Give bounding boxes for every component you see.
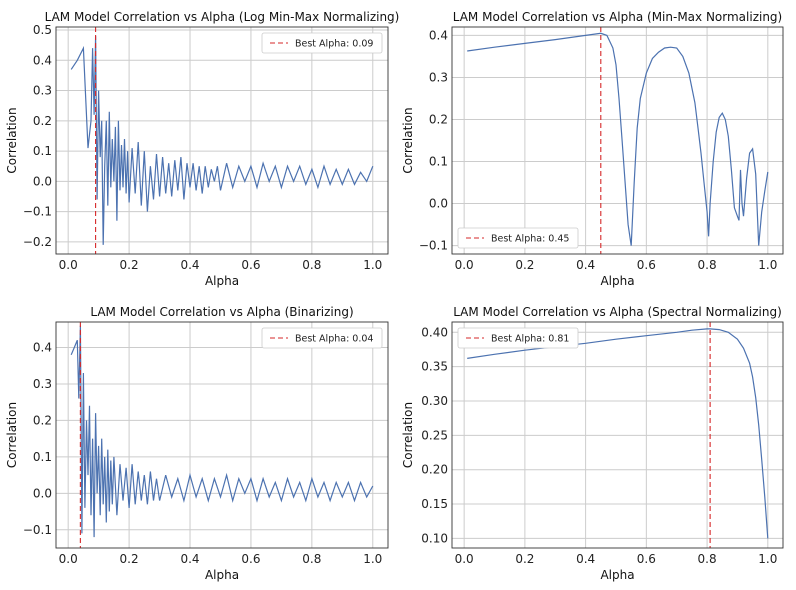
- subplot-2: 0.0 0.2 0.4 0.6 0.8 1.0 −0.1 0.0 0.1 0.2 0.3 0.4 LAM…: [401, 10, 784, 288]
- x-tick-label: 0.2: [515, 258, 534, 272]
- legend: Best Alpha: 0.45: [457, 227, 579, 249]
- y-tick-label: 0.5: [33, 23, 52, 37]
- legend-label: Best Alpha: 0.45: [491, 234, 569, 245]
- y-tick-label: 0.4: [33, 53, 52, 67]
- legend-box: [261, 327, 383, 349]
- y-tick-label: 0.0: [33, 174, 52, 188]
- series-line: [467, 328, 769, 539]
- y-tick-label: 0.15: [421, 497, 448, 511]
- series-line: [70, 36, 374, 245]
- y-tick-label: 0.4: [429, 28, 448, 42]
- x-tick-label: 0.8: [698, 552, 717, 566]
- y-tick-label: 0.35: [421, 360, 448, 374]
- y-tick-label: 0.25: [421, 428, 448, 442]
- x-tick-label: 0.4: [576, 552, 595, 566]
- y-tick-label: 0.1: [429, 155, 448, 169]
- y-tick-label: 0.30: [421, 394, 448, 408]
- chart-title: LAM Model Correlation vs Alpha (Binarizi…: [90, 305, 353, 319]
- y-tick-label: 0.3: [429, 70, 448, 84]
- plot-frame: [451, 26, 784, 255]
- y-tick-label: 0.2: [33, 413, 52, 427]
- x-axis-label: Alpha: [600, 274, 634, 288]
- legend-label: Best Alpha: 0.04: [295, 334, 373, 345]
- x-tick-label: 1.0: [363, 258, 382, 272]
- legend-label: Best Alpha: 0.09: [295, 39, 373, 50]
- y-axis-label: Correlation: [401, 402, 415, 468]
- y-tick-label: 0.4: [33, 341, 52, 355]
- y-tick-label: −0.2: [23, 235, 52, 249]
- plot-frame: [55, 26, 389, 255]
- x-tick-label: 0.2: [120, 552, 139, 566]
- x-tick-label: 1.0: [363, 552, 382, 566]
- plot-frame: [55, 321, 389, 549]
- x-axis-label: Alpha: [600, 568, 634, 582]
- legend: Best Alpha: 0.09: [261, 32, 383, 54]
- subplot-1: 0.0 0.2 0.4 0.6 0.8 1.0 −0.2 −0.1 0.0 0.1 0.2 0.3 0.…: [5, 10, 399, 288]
- x-tick-label: 0.6: [241, 552, 260, 566]
- y-tick-label: 0.40: [421, 325, 448, 339]
- y-tick-label: 0.0: [429, 197, 448, 211]
- y-tick-label: 0.3: [33, 84, 52, 98]
- x-tick-label: 0.4: [180, 552, 199, 566]
- x-tick-label: 0.0: [59, 552, 78, 566]
- y-tick-label: 0.0: [33, 486, 52, 500]
- subplot-3: 0.0 0.2 0.4 0.6 0.8 1.0 −0.1 0.0 0.1 0.2 0.3 0.4 LAM…: [5, 305, 389, 582]
- legend-box: [261, 32, 383, 54]
- y-tick-label: −0.1: [419, 239, 448, 253]
- y-axis-label: Correlation: [401, 107, 415, 173]
- y-tick-label: 0.2: [33, 114, 52, 128]
- y-axis-label: Correlation: [5, 402, 19, 468]
- x-tick-label: 1.0: [758, 258, 777, 272]
- legend-label: Best Alpha: 0.81: [491, 334, 569, 345]
- x-axis-label: Alpha: [205, 568, 239, 582]
- x-tick-label: 0.0: [455, 258, 474, 272]
- y-tick-label: 0.1: [33, 450, 52, 464]
- series-line: [70, 325, 374, 538]
- series-line: [467, 32, 769, 246]
- y-tick-label: −0.1: [23, 205, 52, 219]
- plot-frame: [451, 321, 784, 549]
- subplot-4: 0.0 0.2 0.4 0.6 0.8 1.0 0.10 0.15 0.20 0.25 0.30 0.…: [401, 305, 784, 582]
- x-tick-label: 0.8: [302, 258, 321, 272]
- legend-box: [457, 327, 579, 349]
- x-tick-label: 0.2: [515, 552, 534, 566]
- legend: Best Alpha: 0.04: [261, 327, 383, 349]
- x-tick-label: 1.0: [758, 552, 777, 566]
- x-tick-label: 0.2: [120, 258, 139, 272]
- x-axis-label: Alpha: [205, 274, 239, 288]
- y-tick-label: 0.20: [421, 463, 448, 477]
- y-tick-label: 0.1: [33, 144, 52, 158]
- x-tick-label: 0.4: [180, 258, 199, 272]
- chart-title: LAM Model Correlation vs Alpha (Spectral…: [453, 305, 782, 319]
- y-tick-label: −0.1: [23, 523, 52, 537]
- x-tick-label: 0.8: [302, 552, 321, 566]
- x-tick-label: 0.6: [637, 258, 656, 272]
- x-tick-label: 0.0: [455, 552, 474, 566]
- legend-box: [457, 227, 579, 249]
- chart-title: LAM Model Correlation vs Alpha (Log Min-…: [45, 10, 400, 24]
- y-tick-label: 0.3: [33, 377, 52, 391]
- chart-title: LAM Model Correlation vs Alpha (Min-Max …: [453, 10, 782, 24]
- x-tick-label: 0.6: [241, 258, 260, 272]
- y-tick-label: 0.10: [421, 531, 448, 545]
- y-axis-label: Correlation: [5, 107, 19, 173]
- x-tick-label: 0.4: [576, 258, 595, 272]
- y-tick-label: 0.2: [429, 112, 448, 126]
- x-tick-label: 0.6: [637, 552, 656, 566]
- x-tick-label: 0.8: [698, 258, 717, 272]
- legend: Best Alpha: 0.81: [457, 327, 579, 349]
- x-tick-label: 0.0: [59, 258, 78, 272]
